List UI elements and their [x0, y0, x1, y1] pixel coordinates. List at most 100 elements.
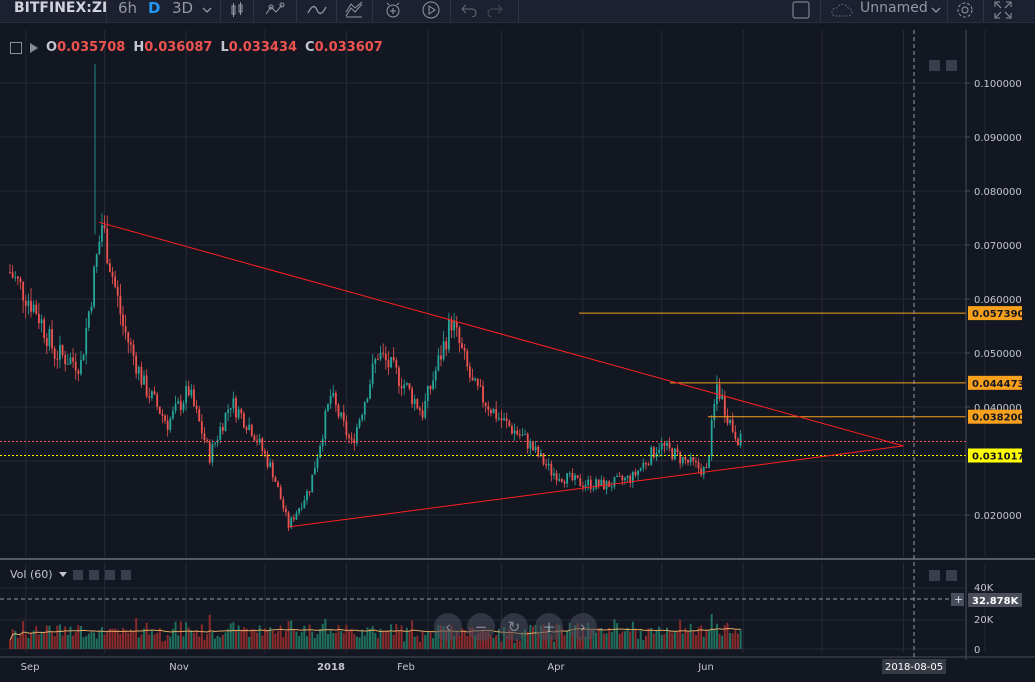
candle-body [269, 462, 272, 467]
volume-bar [616, 623, 619, 649]
collapse-legend-icon[interactable] [10, 41, 22, 54]
low-value: 0.033434 [228, 40, 298, 55]
candle-body [574, 475, 576, 480]
redo-icon[interactable] [485, 0, 505, 20]
zoom-out-icon[interactable]: − [467, 613, 495, 641]
price-marker-label: 0.038200 [972, 413, 1025, 424]
compare-icon[interactable] [262, 0, 290, 20]
candle-body [74, 361, 77, 371]
candle-body [124, 326, 127, 333]
volume-bar [145, 622, 148, 649]
scroll-left-icon[interactable]: ‹ [434, 613, 462, 641]
candle-body [45, 337, 48, 347]
indicators-icon[interactable] [304, 0, 330, 20]
volume-bar [723, 625, 726, 649]
candle-body [185, 386, 187, 404]
trendline-0 [99, 221, 904, 447]
candle-body [308, 491, 311, 493]
templates-icon[interactable] [342, 0, 366, 20]
volume-bar [505, 635, 508, 649]
volume-bar [568, 622, 571, 649]
interval-3d[interactable]: 3D [172, 0, 194, 17]
gear-icon[interactable] [953, 0, 977, 20]
volume-bar [390, 624, 393, 649]
vol-pane-maximize-icon[interactable] [946, 570, 957, 581]
candle-body [306, 491, 308, 501]
volume-settings-icon[interactable] [72, 569, 83, 580]
candle-body [53, 348, 56, 359]
volume-label[interactable]: Vol (60) [10, 568, 53, 581]
volume-bar [56, 625, 59, 649]
candle-body [374, 359, 377, 364]
candle-body [463, 348, 466, 352]
interval-6h[interactable]: 6h [118, 0, 138, 17]
layout-chevron-down-icon[interactable] [929, 0, 943, 20]
volume-bar [411, 620, 414, 649]
volume-bar [550, 634, 553, 649]
pane-up-icon[interactable] [929, 60, 940, 71]
volume-bar [140, 634, 143, 649]
candle-body [731, 419, 734, 432]
pane-maximize-icon[interactable] [946, 60, 957, 71]
volume-bar [513, 642, 516, 649]
volume-close-icon[interactable] [120, 569, 131, 580]
volume-add-icon[interactable] [104, 569, 115, 580]
candle-body [666, 442, 668, 446]
volume-bar [634, 628, 637, 649]
zoom-in-icon[interactable]: + [535, 613, 563, 641]
alert-icon[interactable] [382, 0, 404, 20]
chevron-down-icon[interactable] [200, 0, 214, 20]
price-chart[interactable]: 0.100000 0.090000 0.080000 0.070000 0.060000… [0, 23, 1035, 682]
interval-d[interactable]: D [148, 0, 161, 17]
candle-body [529, 442, 532, 449]
price-marker-label: 0.031017 [972, 452, 1025, 463]
volume-bar [734, 630, 737, 649]
expand-icon[interactable] [991, 0, 1015, 20]
fullscreen-square-icon[interactable] [789, 0, 813, 20]
candle-body [576, 475, 579, 479]
candle-body [127, 332, 130, 343]
volume-bar [43, 633, 46, 649]
candle-body [445, 341, 448, 350]
volume-bar [156, 632, 159, 649]
candle-body [479, 385, 482, 387]
candle-body [200, 421, 203, 434]
volume-bar [340, 630, 343, 649]
candle-body [639, 467, 642, 471]
candle-body [319, 446, 322, 458]
volume-bar [602, 633, 605, 649]
volume-bar [248, 636, 251, 649]
candle-body [229, 408, 232, 410]
cloud-icon[interactable] [828, 0, 854, 20]
volume-format-icon[interactable] [88, 569, 99, 580]
candle-body [290, 517, 293, 528]
volume-chevron-down-icon[interactable] [58, 572, 67, 577]
volume-bar [579, 636, 582, 649]
scroll-right-icon[interactable]: › [569, 613, 597, 641]
candle-body [27, 300, 30, 306]
volume-bar [150, 630, 153, 649]
volume-bar [484, 632, 487, 649]
vol-pane-up-icon[interactable] [929, 570, 940, 581]
volume-bar [629, 631, 632, 649]
replay-icon[interactable] [419, 0, 443, 20]
volume-bar [143, 628, 146, 649]
layout-name[interactable]: Unnamed [860, 0, 928, 16]
candle-body [458, 327, 461, 344]
candle-body [729, 419, 731, 424]
volume-bar [652, 633, 655, 649]
candle-body [650, 447, 653, 465]
volume-bar [227, 629, 230, 649]
candle-body [384, 353, 387, 361]
trendline-1 [288, 445, 904, 528]
candles-icon[interactable] [226, 0, 248, 20]
volume-bar [171, 628, 174, 649]
candle-body [437, 355, 440, 371]
reset-icon[interactable]: ↻ [500, 613, 528, 641]
candle-body [631, 471, 634, 483]
volume-tick-label: 0 [974, 645, 980, 656]
candle-body [426, 386, 429, 401]
symbol-search[interactable]: BITFINEX:ZI [14, 0, 108, 16]
candle-body [432, 380, 435, 390]
undo-icon[interactable] [459, 0, 479, 20]
